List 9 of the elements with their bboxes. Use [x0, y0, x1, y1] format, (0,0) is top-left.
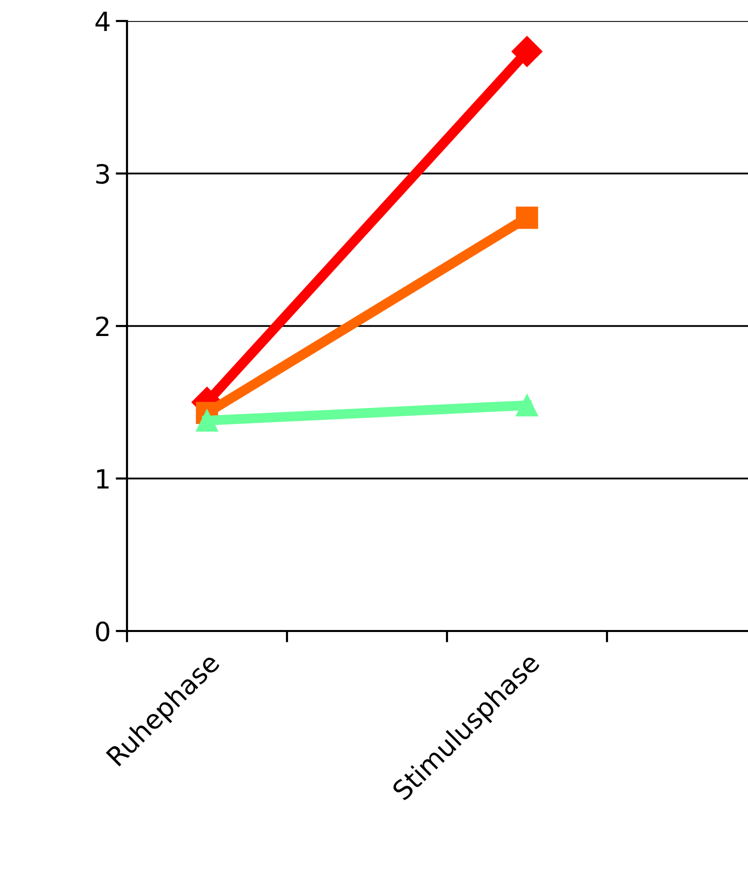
y-tick-label: 1	[97, 469, 109, 489]
y-tick-label: 4	[96, 12, 110, 32]
point	[512, 36, 542, 67]
point	[516, 206, 538, 229]
y-tick-label: 0	[96, 621, 110, 642]
point	[196, 409, 218, 432]
y-tick-label: 3	[96, 164, 109, 184]
point	[516, 394, 538, 416]
y-tick-label: 2	[96, 316, 108, 336]
